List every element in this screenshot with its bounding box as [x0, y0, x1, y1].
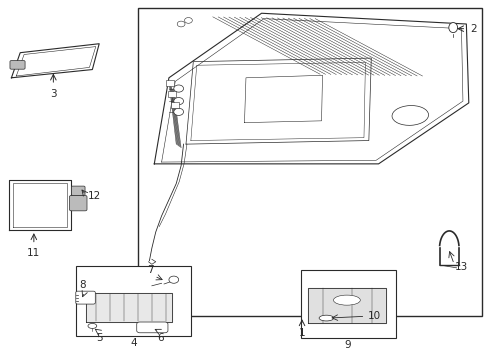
Text: 7: 7	[147, 265, 154, 275]
Text: 12: 12	[87, 191, 101, 201]
Ellipse shape	[333, 295, 360, 305]
Ellipse shape	[448, 23, 457, 33]
FancyBboxPatch shape	[10, 60, 25, 69]
Ellipse shape	[319, 315, 333, 321]
FancyBboxPatch shape	[171, 102, 179, 108]
Text: 3: 3	[50, 89, 57, 99]
Bar	[76, 266, 190, 336]
FancyBboxPatch shape	[76, 291, 95, 304]
FancyBboxPatch shape	[168, 91, 176, 97]
Circle shape	[173, 85, 183, 92]
Circle shape	[173, 108, 183, 116]
Text: 6: 6	[157, 333, 163, 343]
Text: 10: 10	[366, 311, 380, 321]
Circle shape	[177, 21, 184, 27]
Text: 9: 9	[344, 339, 351, 350]
Text: 8: 8	[79, 280, 86, 290]
Text: 2: 2	[469, 24, 475, 34]
Ellipse shape	[88, 323, 97, 328]
Polygon shape	[9, 180, 71, 230]
Text: 4: 4	[130, 338, 137, 348]
Text: 5: 5	[96, 333, 102, 343]
FancyBboxPatch shape	[71, 186, 85, 195]
Text: 13: 13	[454, 262, 468, 272]
Polygon shape	[11, 44, 99, 78]
Polygon shape	[307, 288, 385, 323]
Ellipse shape	[391, 105, 427, 125]
Bar	[300, 270, 395, 338]
Bar	[138, 8, 482, 316]
Circle shape	[173, 98, 183, 105]
Text: 11: 11	[27, 248, 41, 258]
Text: 1: 1	[298, 328, 305, 338]
FancyBboxPatch shape	[166, 80, 174, 86]
Circle shape	[168, 276, 178, 283]
FancyBboxPatch shape	[137, 322, 167, 333]
Circle shape	[184, 18, 192, 23]
FancyBboxPatch shape	[69, 195, 87, 211]
Polygon shape	[86, 293, 172, 321]
